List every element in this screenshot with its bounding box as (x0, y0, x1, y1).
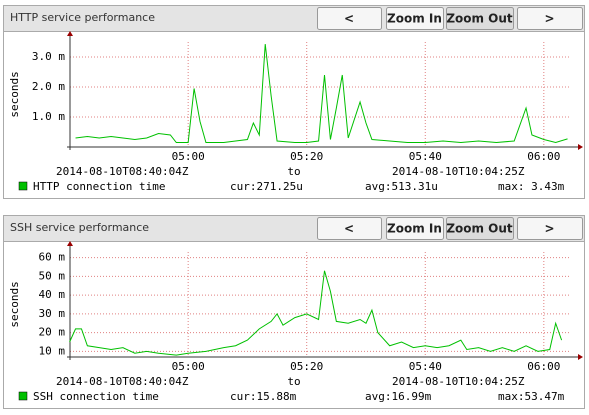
button-label[interactable]: < (344, 12, 354, 26)
legend-stat: avg:513.31u (365, 180, 438, 193)
panel (3, 5, 585, 199)
button-label[interactable]: Zoom Out (446, 12, 513, 26)
range-end: 2014-08-10T10:04:25Z (392, 375, 525, 388)
y-tick-label: 3.0 m (32, 50, 65, 63)
button[interactable] (317, 7, 382, 30)
y-tick-label: 50 m (39, 269, 66, 282)
x-tick-label: 06:00 (527, 150, 560, 163)
x-tick-label: 06:00 (527, 360, 560, 373)
panel-title: HTTP service performance (10, 11, 155, 24)
y-tick-label: 60 m (39, 251, 66, 264)
button[interactable] (446, 217, 514, 240)
button-label[interactable]: Zoom Out (446, 222, 513, 236)
y-tick-label: 30 m (39, 307, 66, 320)
axis-arrow (67, 241, 73, 246)
range-to: to (287, 375, 300, 388)
button-label[interactable]: > (544, 222, 554, 236)
line (69, 270, 563, 356)
range-to: to (287, 165, 300, 178)
axis-arrow (578, 354, 583, 360)
range-start: 2014-08-10T08:40:04Z (56, 165, 189, 178)
legend-stat: max:53.47m (498, 390, 565, 403)
button-label[interactable]: Zoom In (387, 12, 442, 26)
legend-swatch (18, 391, 28, 401)
legend-stat: cur:15.88m (230, 390, 297, 403)
button-label[interactable]: Zoom In (387, 222, 442, 236)
line (75, 44, 568, 144)
axis-arrow (67, 31, 73, 36)
button[interactable] (386, 217, 444, 240)
y-tick-label: 40 m (39, 288, 66, 301)
range-start: 2014-08-10T08:40:04Z (56, 375, 189, 388)
x-tick-label: 05:00 (172, 150, 205, 163)
button[interactable] (317, 217, 382, 240)
button-label[interactable]: > (544, 12, 554, 26)
button[interactable] (517, 7, 583, 30)
button[interactable] (446, 7, 514, 30)
legend-swatch (18, 181, 28, 191)
range-end: 2014-08-10T10:04:25Z (392, 165, 525, 178)
y-axis-label: seconds (8, 281, 21, 327)
y-axis-label: seconds (8, 71, 21, 117)
button[interactable] (517, 217, 583, 240)
y-tick-label: 20 m (39, 326, 66, 339)
button[interactable] (386, 7, 444, 30)
axis-arrow (578, 144, 583, 150)
y-tick-label: 10 m (39, 344, 66, 357)
panel (3, 215, 585, 409)
y-tick-label: 2.0 m (32, 80, 65, 93)
legend-label: SSH connection time (33, 390, 159, 403)
legend-stat: max: 3.43m (498, 180, 565, 193)
x-tick-label: 05:20 (290, 360, 323, 373)
x-tick-label: 05:40 (409, 360, 442, 373)
button-label[interactable]: < (344, 222, 354, 236)
legend-stat: cur:271.25u (230, 180, 303, 193)
y-tick-label: 1.0 m (32, 110, 65, 123)
panel-title: SSH service performance (10, 221, 149, 234)
x-tick-label: 05:00 (172, 360, 205, 373)
x-tick-label: 05:20 (290, 150, 323, 163)
x-tick-label: 05:40 (409, 150, 442, 163)
legend-label: HTTP connection time (33, 180, 165, 193)
legend-stat: avg:16.99m (365, 390, 432, 403)
